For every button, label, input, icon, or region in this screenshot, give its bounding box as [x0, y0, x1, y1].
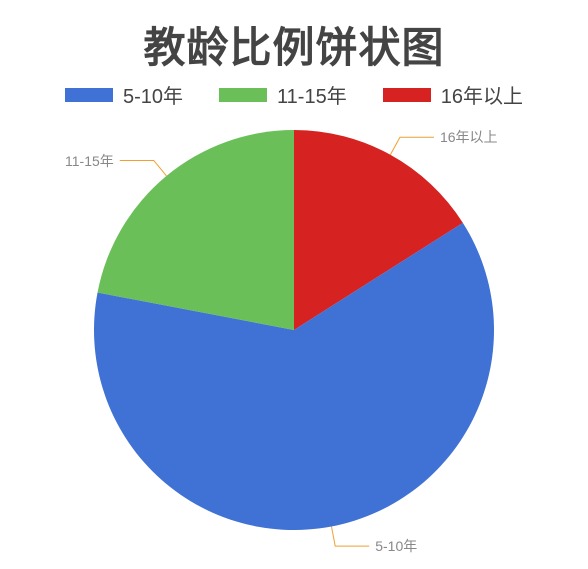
pie-chart: 16年以上 5-10年 11-15年 — [0, 0, 588, 569]
slice-label: 16年以上 — [440, 127, 498, 147]
callout-leader — [331, 526, 369, 546]
slice-label: 5-10年 — [375, 536, 417, 556]
callout-leader — [390, 137, 434, 155]
callout-leader — [120, 160, 167, 175]
chart-container: 教龄比例饼状图 5-10年 11-15年 16年以上 16年以上5-10年11-… — [0, 0, 588, 569]
pie-svg — [0, 0, 588, 569]
slice-label: 11-15年 — [65, 151, 114, 171]
